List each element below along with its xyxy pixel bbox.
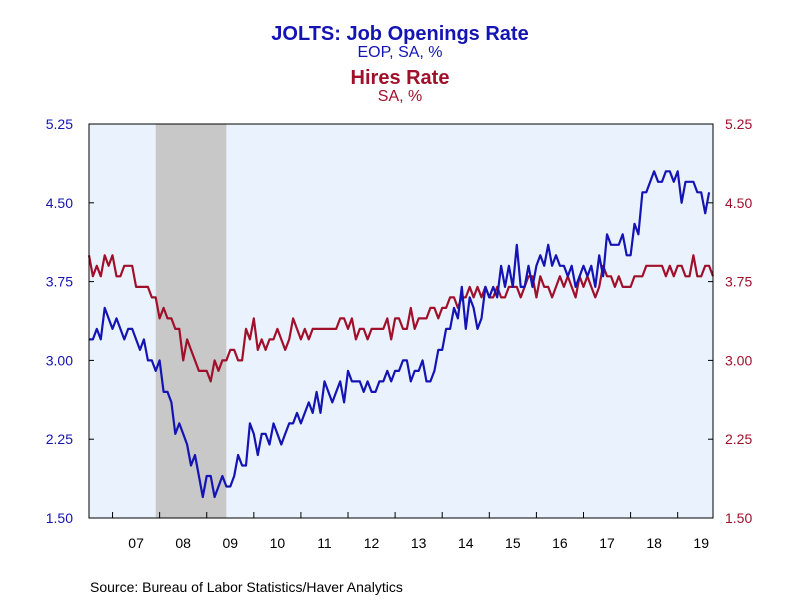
x-tick-label: 07 [128, 535, 144, 551]
chart-subtitle: Hires Rate [351, 67, 450, 89]
y-left-tick-label: 2.25 [46, 431, 73, 447]
recession-shading [155, 124, 227, 518]
y-right-tick-label: 3.00 [725, 352, 752, 368]
source-note: Source: Bureau of Labor Statistics/Haver… [90, 579, 403, 595]
x-tick-label: 19 [693, 535, 709, 551]
x-tick-label: 15 [505, 535, 521, 551]
hires-rate-line [87, 254, 715, 383]
y-left-tick-label: 4.50 [46, 195, 73, 211]
y-right-tick-label: 4.50 [725, 195, 752, 211]
x-tick-label: 12 [364, 535, 380, 551]
x-tick-label: 17 [599, 535, 615, 551]
x-tick-label: 16 [552, 535, 568, 551]
x-tick-label: 09 [222, 535, 238, 551]
x-tick-label: 14 [458, 535, 474, 551]
series-layer [87, 170, 715, 499]
job-openings-rate-line [89, 170, 711, 499]
y-right-tick-label: 3.75 [725, 274, 752, 290]
y-left-tick-label: 5.25 [46, 116, 73, 132]
x-tick-label: 13 [411, 535, 427, 551]
plot-frame [88, 123, 714, 519]
chart-title-units: EOP, SA, % [357, 44, 442, 61]
axes-layer: 1.50 1.50 2.25 2.25 3.00 3.00 3.75 3.75 4.50 4.50… [46, 116, 753, 551]
y-right-tick-label: 2.25 [725, 431, 752, 447]
y-right-tick-label: 1.50 [725, 510, 752, 526]
x-tick-label: 08 [175, 535, 191, 551]
x-tick-label: 11 [317, 535, 332, 551]
chart-title: JOLTS: Job Openings Rate [271, 23, 528, 45]
x-tick-label: 10 [270, 535, 286, 551]
y-right-tick-label: 5.25 [725, 116, 752, 132]
y-left-tick-label: 3.75 [46, 274, 73, 290]
y-left-tick-label: 3.00 [46, 352, 73, 368]
x-tick-label: 18 [646, 535, 662, 551]
y-left-tick-label: 1.50 [46, 510, 73, 526]
chart-subtitle-units: SA, % [378, 88, 422, 105]
